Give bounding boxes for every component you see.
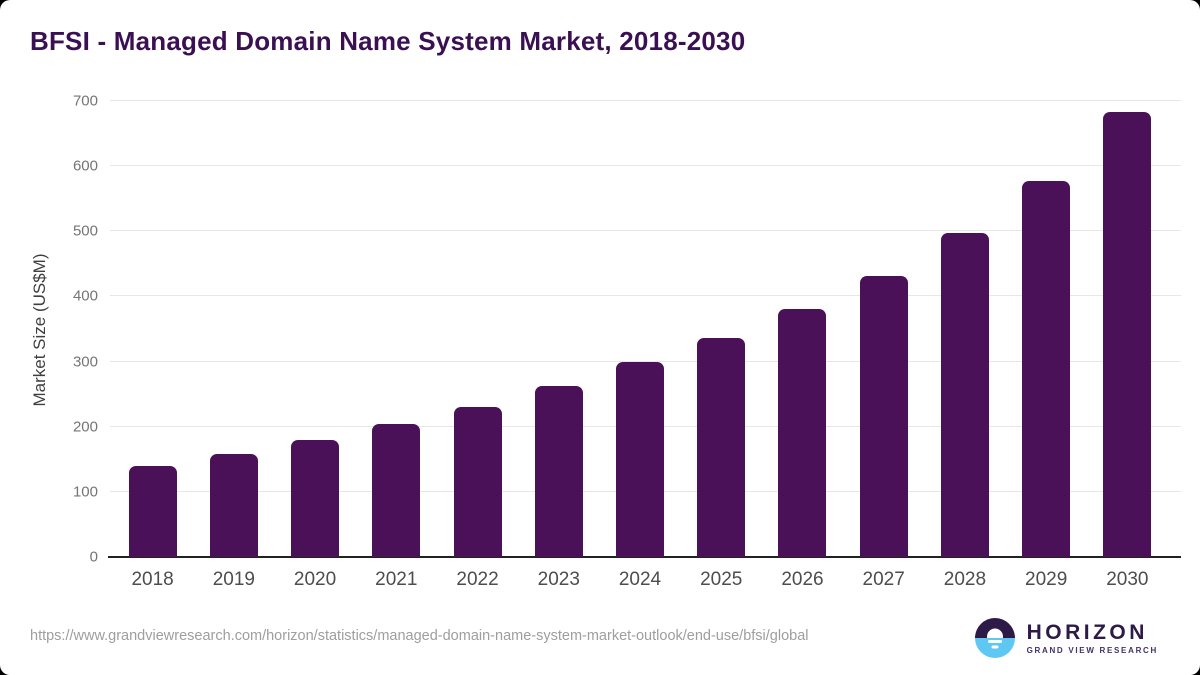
bar-2026 — [778, 308, 827, 557]
bar-2024 — [616, 361, 664, 557]
y-tick-label: 700 — [72, 92, 98, 110]
horizon-logo-text: HORIZON GRAND VIEW RESEARCH — [1027, 622, 1158, 655]
y-tick-label: 200 — [72, 418, 98, 436]
x-tick-label: 2029 — [1025, 569, 1068, 590]
gridline — [110, 165, 1181, 167]
horizon-logo-subtitle: GRAND VIEW RESEARCH — [1026, 645, 1158, 655]
horizon-logo-name: HORIZON — [1026, 620, 1148, 644]
logo-sky-half — [974, 618, 1015, 638]
y-tick-label: 400 — [72, 287, 98, 305]
x-tick-label: 2028 — [943, 569, 987, 590]
gridline — [110, 360, 1181, 362]
bar-2025 — [697, 338, 746, 557]
x-tick-label: 2020 — [293, 569, 337, 590]
x-tick-label: 2021 — [375, 569, 418, 590]
bar-2019 — [209, 454, 258, 557]
bar-2029 — [1022, 181, 1071, 557]
y-tick-label: 300 — [72, 353, 98, 371]
x-tick-label: 2018 — [131, 569, 174, 590]
bar-2021 — [372, 424, 421, 557]
logo-reflection-line-2 — [991, 645, 999, 649]
gridline — [110, 100, 1181, 101]
x-tick-label: 2030 — [1106, 569, 1149, 590]
source-url: https://www.grandviewresearch.com/horizo… — [30, 628, 809, 644]
y-tick-label: 0 — [89, 548, 98, 566]
horizon-sun-icon — [974, 618, 1015, 658]
horizon-logo: HORIZON GRAND VIEW RESEARCH — [974, 617, 1158, 659]
x-tick-label: 2023 — [537, 569, 580, 590]
y-tick-label: 600 — [72, 157, 98, 175]
bar-2020 — [291, 440, 340, 557]
x-axis-line — [108, 556, 1181, 558]
bar-2028 — [940, 232, 989, 557]
bar-2018 — [128, 466, 177, 557]
y-tick-label: 100 — [72, 483, 98, 501]
logo-reflection-line-1 — [987, 640, 1002, 643]
x-tick-label: 2027 — [862, 569, 905, 590]
chart-title: BFSI - Managed Domain Name System Market… — [30, 26, 746, 56]
gridline — [110, 230, 1181, 232]
x-tick-label: 2026 — [781, 569, 824, 590]
x-tick-label: 2019 — [212, 569, 255, 590]
bar-2030 — [1103, 112, 1152, 557]
x-tick-label: 2024 — [618, 569, 662, 590]
x-tick-label: 2025 — [700, 569, 743, 590]
y-tick-label: 500 — [72, 222, 98, 240]
bar-chart-plot: 0 100 200 300 400 500 600 700 2018 2019 2020 2021 20… — [73, 94, 1181, 589]
y-axis-title: Market Size (US$M) — [30, 253, 49, 407]
x-tick-label: 2022 — [456, 569, 499, 590]
gridline — [110, 295, 1181, 297]
bar-2023 — [534, 385, 583, 557]
bar-2027 — [859, 275, 908, 557]
bar-2022 — [453, 406, 502, 557]
